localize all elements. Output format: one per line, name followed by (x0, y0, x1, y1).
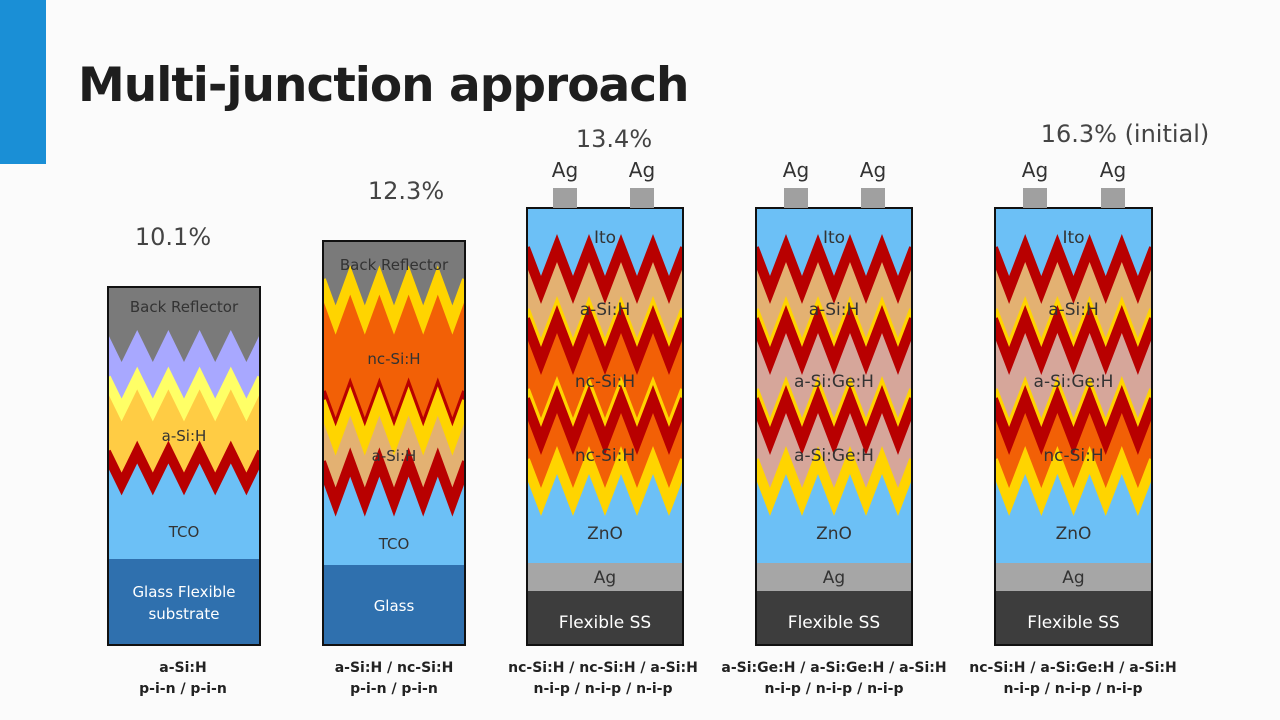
caption-cell-2: a-Si:H / nc-Si:H p-i-n / p-i-n (335, 658, 454, 700)
caption-cell-5: nc-Si:H / a-Si:Ge:H / a-Si:H n-i-p / n-i-… (969, 658, 1177, 700)
caption-junctions: n-i-p / n-i-p / n-i-p (533, 681, 673, 697)
interface-stripe (995, 234, 1152, 304)
interface-stripe (323, 265, 465, 335)
layer-label: substrate (148, 605, 219, 623)
caption-materials: a-Si:Ge:H / a-Si:Ge:H / a-Si:H (721, 660, 947, 676)
caption-cell-4: a-Si:Ge:H / a-Si:Ge:H / a-Si:H n-i-p / n-… (721, 658, 946, 700)
efficiency-label-3: 13.4% (575, 125, 653, 153)
layer-label: Ito (1062, 228, 1084, 248)
solar-cell-3: Ito a-Si:H nc-Si:H nc-Si:H ZnO Ag Flexible SS A… (526, 158, 684, 646)
layer-label: a-Si:H (580, 300, 631, 320)
caption-cell-3: nc-Si:H / nc-Si:H / a-Si:H n-i-p / n-i-p … (508, 658, 698, 700)
solar-cell-1: Back Reflector a-Si:H TCO Glass Flexible sub… (107, 286, 261, 646)
layer-label: a-Si:H (372, 447, 417, 465)
layer-label: ZnO (587, 524, 623, 544)
layer-fill (108, 559, 260, 645)
layer-label: Back Reflector (340, 256, 449, 274)
layer-label: TCO (168, 523, 200, 541)
interface-stripe (527, 304, 683, 376)
layer-label: a-Si:Ge:H (1034, 372, 1114, 392)
layer-label: Ag (823, 568, 845, 588)
interface-stripe (995, 446, 1152, 516)
layer-label: Ito (594, 228, 616, 248)
cell-border (322, 240, 466, 646)
cell-border (526, 207, 684, 646)
silver-contact (1023, 188, 1047, 208)
layer-label: a-Si:H (162, 427, 207, 445)
interface-stripe (108, 366, 260, 422)
interface-stripe (756, 384, 912, 456)
layer-label: a-Si:Ge:H (794, 446, 874, 466)
caption-cell-1: a-Si:H p-i-n / p-i-n (139, 658, 227, 700)
contact-label: Ag (552, 158, 578, 182)
accent-bar (0, 0, 46, 164)
silver-contact (553, 188, 577, 208)
layer-label: ZnO (1056, 524, 1092, 544)
interface-stripe (995, 385, 1152, 455)
efficiency-label-2: 12.3% (367, 177, 445, 205)
caption-materials: nc-Si:H / a-Si:Ge:H / a-Si:H (969, 660, 1177, 676)
layer-label: nc-Si:H (575, 446, 635, 466)
caption-materials: nc-Si:H / nc-Si:H / a-Si:H (508, 660, 698, 676)
solar-cell-4: Ito a-Si:H a-Si:Ge:H a-Si:Ge:H ZnO Ag Flexible… (755, 158, 913, 646)
contact-label: Ag (860, 158, 886, 182)
silver-contact (630, 188, 654, 208)
layer-label: Flexible SS (788, 613, 880, 633)
caption-junctions: p-i-n / p-i-n (350, 681, 438, 697)
layer-label: Glass Flexible (132, 583, 235, 601)
silver-contact (1101, 188, 1125, 208)
contact-label: Ag (1022, 158, 1048, 182)
layer-label: Ito (823, 228, 845, 248)
interface-stripe (323, 447, 465, 517)
layer-label: Glass (374, 597, 415, 615)
slide-title: Multi-junction approach (78, 58, 690, 113)
interface-stripe (995, 305, 1152, 375)
efficiency-label-1: 10.1% (134, 223, 212, 251)
interface-stripe (527, 445, 683, 517)
caption-materials: a-Si:H (159, 660, 207, 676)
layer-label: nc-Si:H (575, 372, 635, 392)
layer-label: a-Si:H (1048, 300, 1099, 320)
interface-stripe (323, 386, 465, 456)
interface-stripe (108, 440, 260, 496)
layer-label: Flexible SS (559, 613, 651, 633)
contact-label: Ag (1100, 158, 1126, 182)
silver-contact (861, 188, 885, 208)
layer-label: ZnO (816, 524, 852, 544)
layer-label: nc-Si:H (1043, 446, 1103, 466)
interface-stripe (756, 445, 912, 517)
layer-label: nc-Si:H (367, 350, 420, 368)
contact-label: Ag (629, 158, 655, 182)
layer-fill (323, 565, 465, 645)
solar-cell-2: Back Reflector nc-Si:H a-Si:H TCO Glass (322, 240, 466, 646)
cell-border (755, 207, 913, 646)
contact-label: Ag (783, 158, 809, 182)
interface-stripe (756, 233, 912, 305)
interface-stripe (527, 233, 683, 305)
interface-stripe (527, 384, 683, 456)
layer-label: TCO (378, 535, 410, 553)
layer-fill (756, 591, 912, 645)
layer-label: Ag (1062, 568, 1084, 588)
layer-label: a-Si:Ge:H (794, 372, 874, 392)
cell-border (107, 286, 261, 646)
cell-border (994, 207, 1153, 646)
layer-label: a-Si:H (809, 300, 860, 320)
layer-label: Back Reflector (130, 298, 239, 316)
efficiency-label-5: 16.3% (initial) (1040, 120, 1210, 148)
interface-stripe (756, 304, 912, 376)
layer-fill (527, 591, 683, 645)
silver-contact (784, 188, 808, 208)
solar-cell-5: Ito a-Si:H a-Si:Ge:H nc-Si:H ZnO Ag Flexible S… (994, 158, 1153, 646)
layer-label: Flexible SS (1027, 613, 1119, 633)
caption-junctions: p-i-n / p-i-n (139, 681, 227, 697)
layer-label: Ag (594, 568, 616, 588)
caption-junctions: n-i-p / n-i-p / n-i-p (764, 681, 904, 697)
caption-materials: a-Si:H / nc-Si:H (334, 660, 454, 676)
caption-junctions: n-i-p / n-i-p / n-i-p (1003, 681, 1143, 697)
layer-fill (995, 591, 1152, 645)
